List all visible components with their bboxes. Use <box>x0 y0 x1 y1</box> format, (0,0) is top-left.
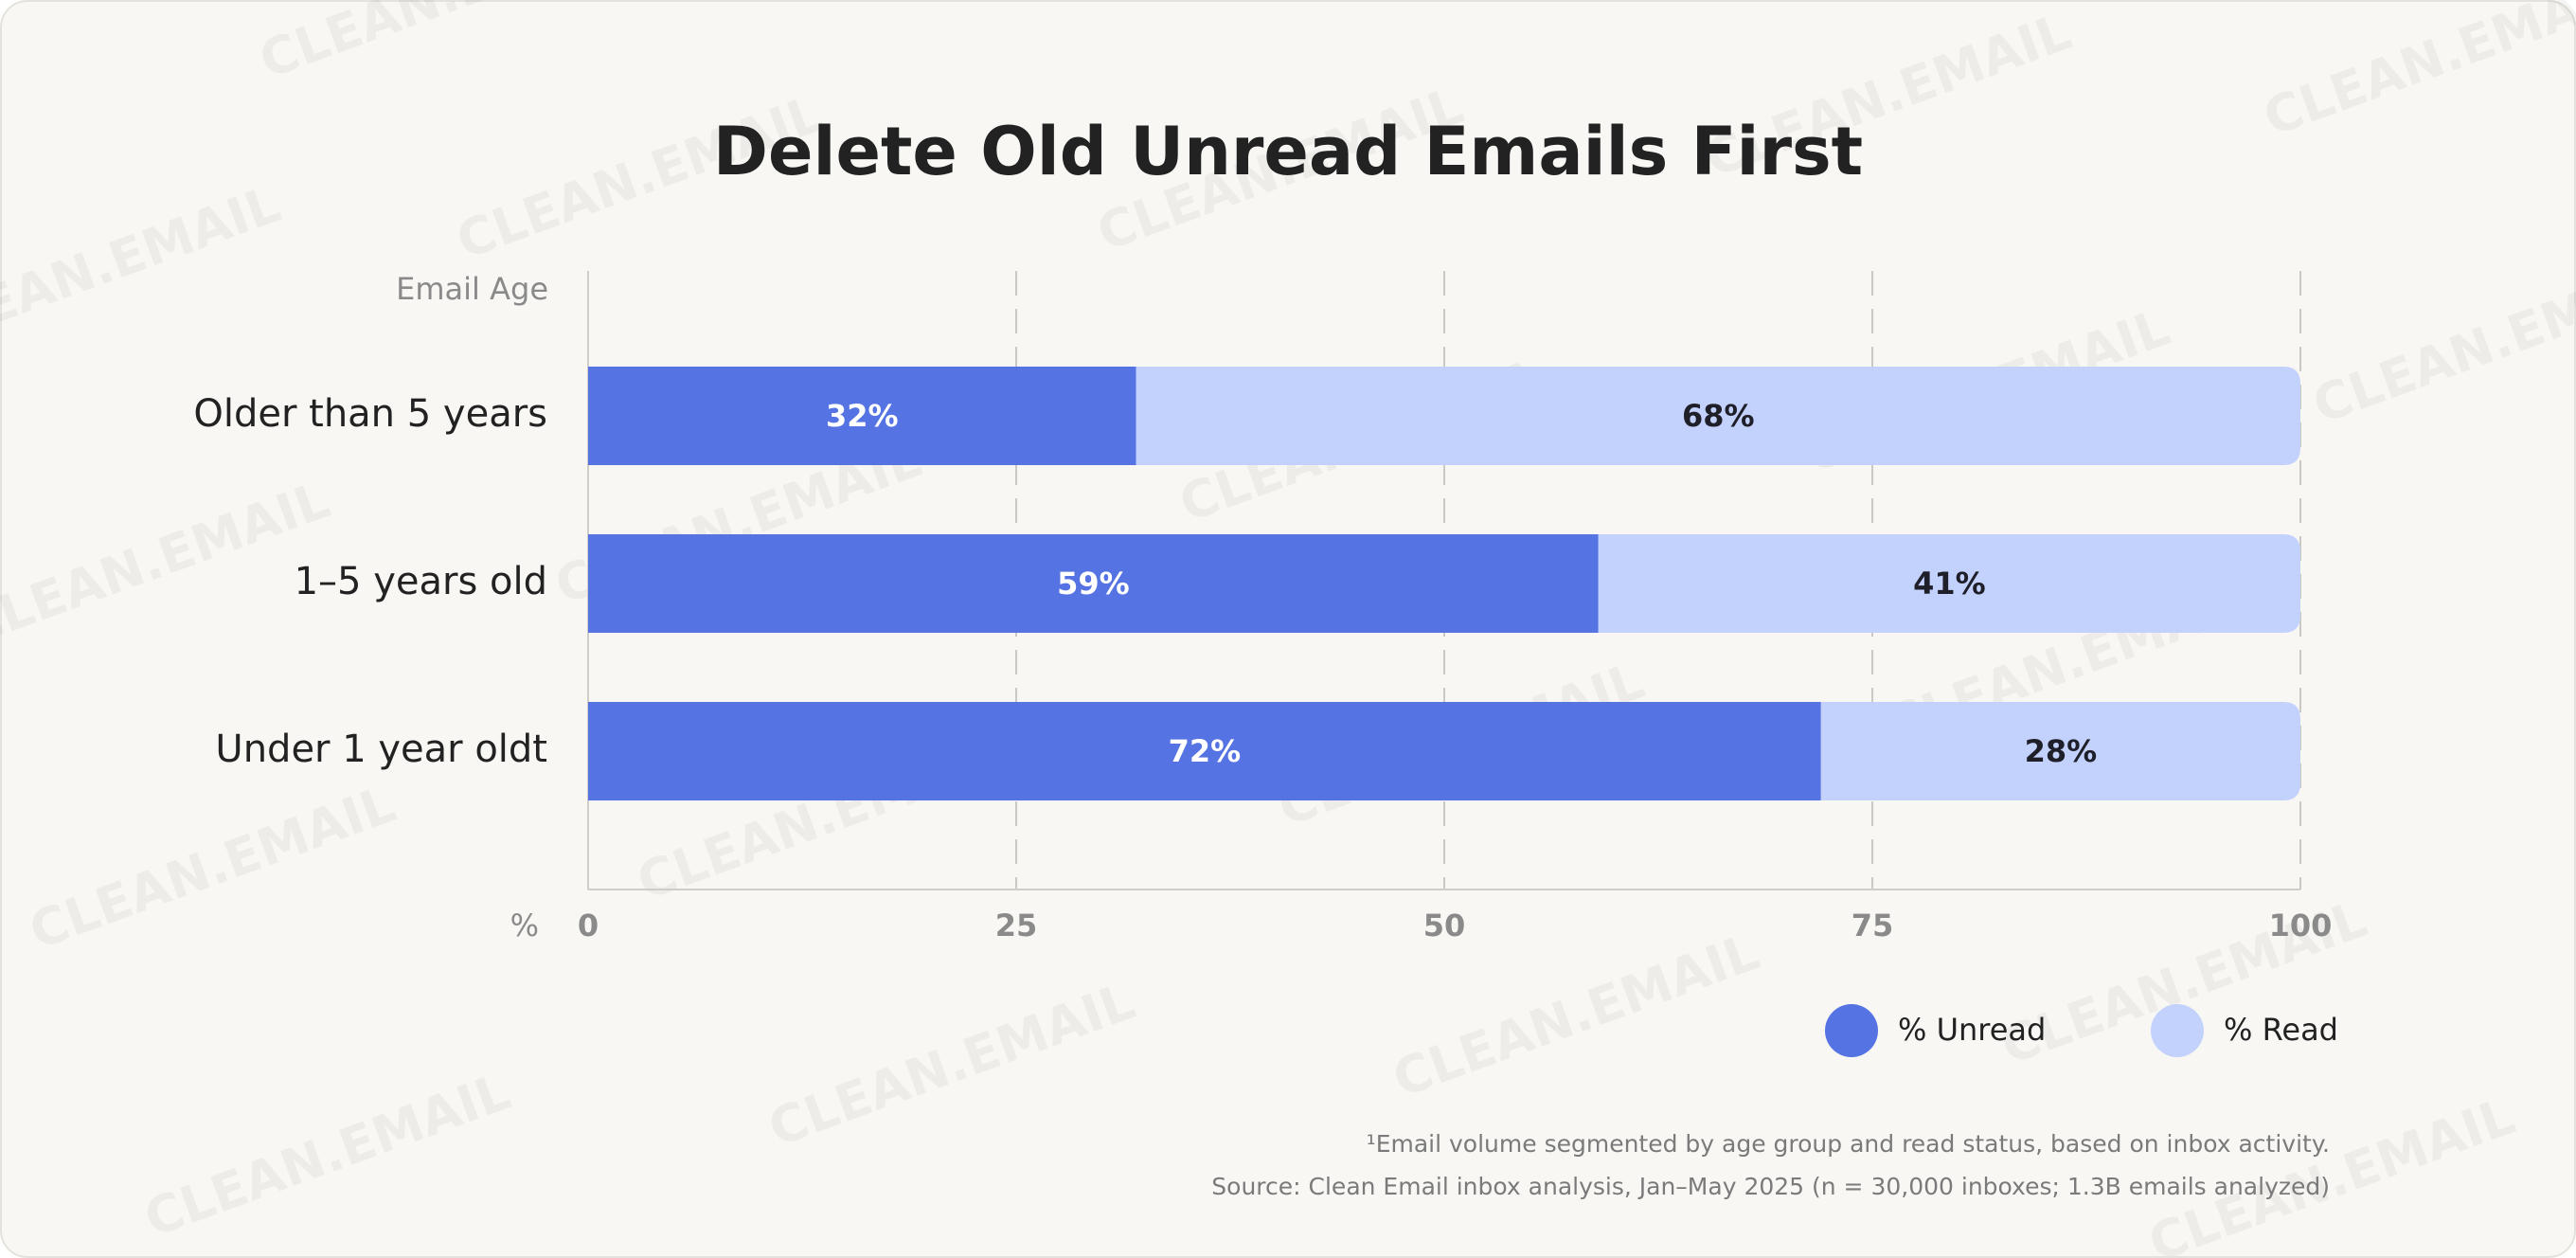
x-tick-label: 50 <box>1423 908 1466 944</box>
y-tick-label: 1–5 years old <box>295 560 547 603</box>
bar-segment <box>588 702 1821 800</box>
data-label: 72% <box>1169 733 1242 769</box>
plot: 0 25 50 75 100 Older than 5 years 32% 68% 1–5 ye… <box>193 271 2338 1057</box>
data-label: 41% <box>1913 566 1986 602</box>
y-tick-label: Under 1 year oldt <box>215 728 547 771</box>
bar-segment <box>1598 534 2300 633</box>
data-label: 28% <box>2025 733 2098 769</box>
data-label: 59% <box>1057 566 1130 602</box>
y-tick-label: Older than 5 years <box>193 392 547 436</box>
legend-swatch <box>2151 1004 2204 1057</box>
legend-label: % Read <box>2224 1012 2338 1048</box>
legend-swatch <box>1825 1004 1878 1057</box>
source-note: Source: Clean Email inbox analysis, Jan–… <box>1211 1173 2330 1200</box>
chart-title: Delete Old Unread Emails First <box>713 113 1863 190</box>
data-label: 68% <box>1682 398 1755 434</box>
bar-segment <box>588 367 1136 465</box>
x-tick-label: 100 <box>2269 908 2333 944</box>
y-axis-label: Email Age <box>396 271 548 307</box>
x-tick-label: 75 <box>1852 908 1894 944</box>
x-tick-label: 0 <box>578 908 599 944</box>
data-label: 32% <box>826 398 899 434</box>
x-tick-label: 25 <box>995 908 1038 944</box>
x-axis-label: % <box>510 908 539 944</box>
bar-segment <box>1820 702 2300 800</box>
legend-label: % Unread <box>1898 1012 2046 1048</box>
bar-segment <box>1136 367 2300 465</box>
bar-segment <box>588 534 1599 633</box>
footnote: ¹Email volume segmented by age group and… <box>1367 1130 2330 1158</box>
